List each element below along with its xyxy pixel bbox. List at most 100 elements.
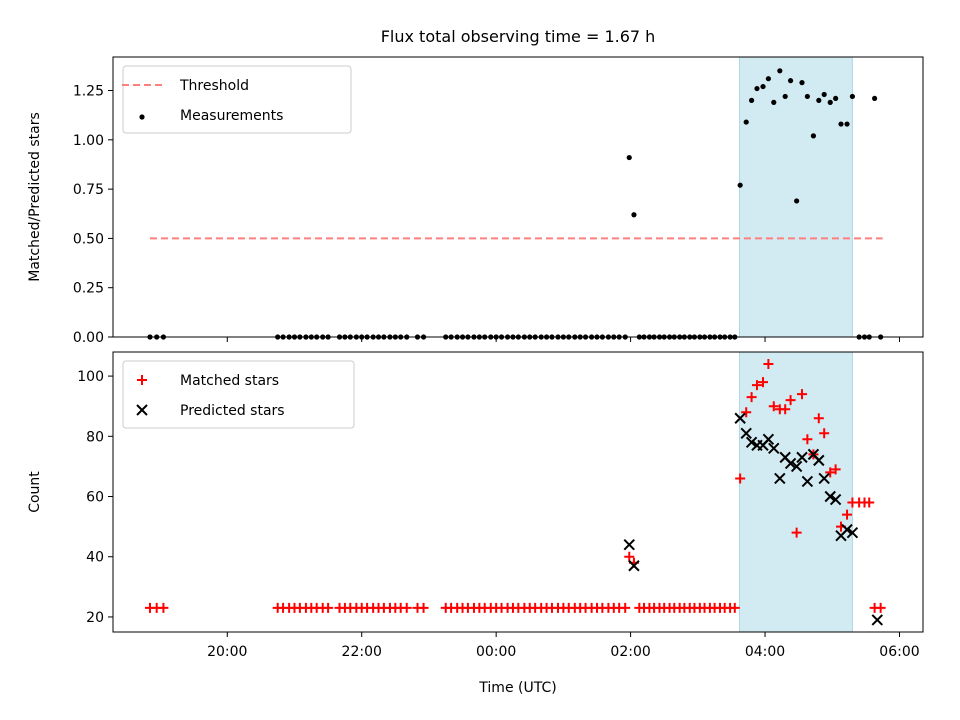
x-tick-label: 06:00 <box>879 644 919 660</box>
measurement-point <box>833 95 839 102</box>
matched-star-point <box>729 602 740 613</box>
measurement-point <box>631 212 637 218</box>
predicted-star-point <box>790 460 803 473</box>
legend: Threshold Measurements <box>122 65 352 134</box>
predicted-star-point <box>824 490 836 503</box>
chart-title: Flux total observing time = 1.67 h <box>381 27 656 46</box>
measurement-point <box>743 119 749 125</box>
matched-star-point <box>418 602 429 613</box>
y-tick-label: 20 <box>86 610 104 626</box>
measurement-point <box>810 133 817 139</box>
y-tick-label: 100 <box>77 369 104 385</box>
y-tick-label: 80 <box>86 429 104 445</box>
measurement-point <box>787 78 794 84</box>
matched-star-point <box>813 413 824 424</box>
matched-star-point <box>741 407 752 418</box>
matched-star-point <box>780 404 791 415</box>
predicted-star-point <box>818 472 830 485</box>
y-tick-label: 0.25 <box>73 281 104 297</box>
matched-star-point <box>819 428 830 439</box>
measurement-point <box>748 97 755 103</box>
predicted-star-point <box>628 560 640 572</box>
matched-star-point <box>791 527 802 538</box>
y-axis-label: Count <box>27 471 43 513</box>
x-tick-label: 04:00 <box>745 644 785 660</box>
y-tick-label: 60 <box>86 490 104 506</box>
legend-measurement-swatch <box>139 114 145 120</box>
matched-star-point <box>875 602 886 613</box>
measurement-point <box>872 95 878 102</box>
y-tick-label: 1.25 <box>73 84 104 100</box>
legend-matched-swatch <box>137 375 147 385</box>
legend: Matched stars Predicted stars <box>122 360 355 429</box>
measurement-point <box>838 121 844 127</box>
matched-star-point <box>751 380 762 391</box>
x-tick-label: 02:00 <box>610 644 650 660</box>
star-count-panel: 20 40 60 80 100 20:00 22:00 00:00 02:00 04:00 06:0… <box>27 351 924 696</box>
flux-ratio-panel: 0.00 0.25 0.50 0.75 1.00 1.25 Matched/Predicte… <box>27 56 924 346</box>
predicted-star-point <box>846 526 859 539</box>
x-tick-label: 22:00 <box>342 644 382 660</box>
measurement-point <box>799 80 805 86</box>
measurement-point <box>771 99 777 105</box>
matched-star-point <box>158 602 169 613</box>
matched-star-point <box>735 473 746 484</box>
measurement-point <box>760 83 766 90</box>
matched-star-point <box>797 389 808 400</box>
predicted-star-point <box>801 475 814 488</box>
y-tick-label: 1.00 <box>73 133 104 149</box>
y-tick-label: 40 <box>86 550 104 566</box>
plot-area <box>147 56 884 340</box>
measurement-point <box>816 97 822 103</box>
predicted-star-point <box>740 427 752 439</box>
y-axis-label: Matched/Predicted stars <box>27 112 43 282</box>
measurement-point <box>844 121 850 127</box>
axes-frame <box>112 351 924 633</box>
predicted-star-point <box>829 493 842 506</box>
plot-area <box>144 351 886 633</box>
predicted-star-point <box>813 454 825 467</box>
matched-star-point <box>802 434 813 445</box>
matched-star-point <box>864 497 875 508</box>
x-axis-label: Time (UTC) <box>478 680 556 696</box>
axes-frame <box>112 56 924 338</box>
measurement-point <box>827 99 833 105</box>
legend-label: Predicted stars <box>180 403 285 419</box>
measurement-point <box>737 182 743 188</box>
predicted-star-point <box>623 538 635 551</box>
predicted-star-point <box>796 451 808 464</box>
measurement-point <box>754 85 760 92</box>
legend-label: Threshold <box>179 78 249 94</box>
measurement-point <box>849 93 856 100</box>
matched-star-point <box>842 509 853 520</box>
measurement-point <box>804 93 810 100</box>
matched-star-point <box>620 602 631 613</box>
measurement-point <box>777 68 783 74</box>
measurement-point <box>821 91 827 98</box>
predicted-star-point <box>784 457 797 470</box>
predicted-star-point <box>774 472 786 485</box>
matched-star-point <box>624 551 635 562</box>
predicted-star-point <box>734 412 746 424</box>
matched-star-point <box>768 401 779 412</box>
y-tick-label: 0.00 <box>73 330 104 346</box>
predicted-star-point <box>768 442 780 455</box>
observing-window-span <box>738 56 853 338</box>
legend-box <box>122 360 355 429</box>
legend-box <box>122 65 352 134</box>
predicted-star-point <box>762 433 775 446</box>
measurement-point <box>782 93 788 100</box>
measurement-point <box>794 198 800 204</box>
matched-star-point <box>763 359 774 370</box>
matched-star-point <box>830 464 841 475</box>
measurement-point <box>626 154 632 161</box>
predicted-star-point <box>745 436 758 449</box>
x-tick-label: 20:00 <box>207 644 247 660</box>
predicted-star-point <box>841 523 853 536</box>
legend-label: Matched stars <box>180 373 279 389</box>
matched-star-point <box>785 395 796 406</box>
legend-label: Measurements <box>180 108 283 124</box>
measurement-point <box>765 76 771 82</box>
matched-star-point <box>401 602 412 613</box>
